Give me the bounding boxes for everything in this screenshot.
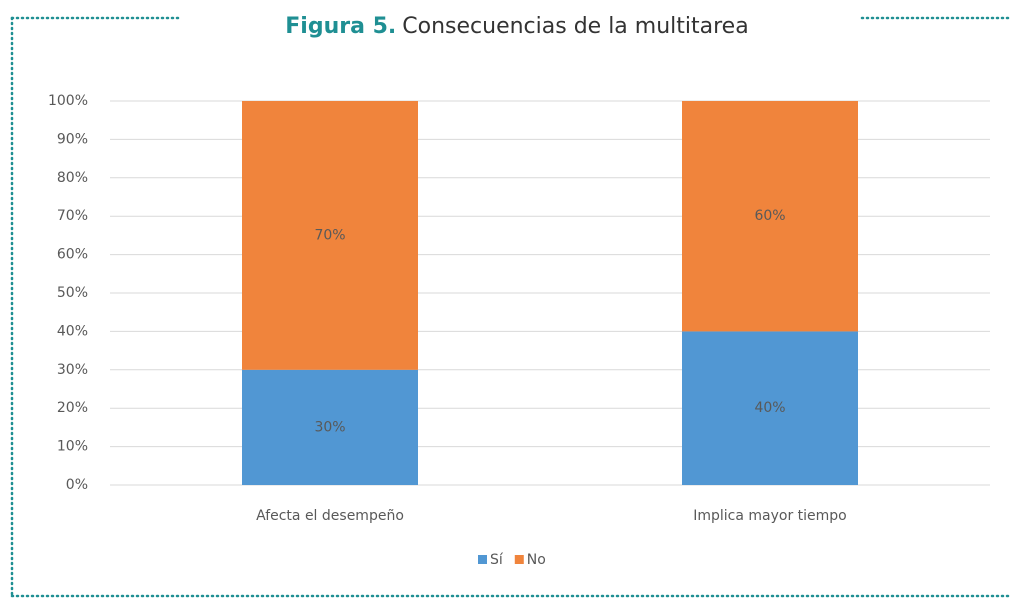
y-tick-label: 40% — [57, 323, 88, 339]
x-tick-label: Afecta el desempeño — [256, 508, 404, 524]
y-tick-label: 0% — [66, 477, 88, 493]
y-tick-label: 20% — [57, 400, 88, 416]
y-tick-label: 70% — [57, 208, 88, 224]
data-label: 40% — [754, 400, 785, 416]
y-tick-label: 10% — [57, 439, 88, 455]
data-label: 30% — [314, 419, 345, 435]
chart-title-group: Figura 5. Consecuencias de la multitarea — [285, 14, 748, 39]
bar-segment — [242, 369, 418, 485]
legend-swatch — [514, 555, 524, 564]
legend-label: Sí — [490, 552, 504, 568]
legend-swatch — [478, 555, 487, 564]
y-tick-label: 100% — [48, 93, 88, 109]
y-tick-label: 30% — [57, 362, 88, 378]
y-tick-label: 80% — [57, 170, 88, 186]
data-label: 60% — [754, 208, 785, 224]
y-tick-label: 60% — [57, 247, 88, 263]
figure-label: Figura 5. — [285, 14, 396, 39]
legend-label: No — [527, 552, 546, 568]
data-label: 70% — [314, 227, 345, 243]
x-tick-label: Implica mayor tiempo — [693, 508, 847, 524]
chart-title: Consecuencias de la multitarea — [402, 14, 748, 39]
y-tick-label: 90% — [57, 131, 88, 147]
bar-segment — [682, 101, 858, 332]
y-tick-label: 50% — [57, 285, 88, 301]
bar-segment — [242, 101, 418, 370]
bar-segment — [682, 331, 858, 485]
